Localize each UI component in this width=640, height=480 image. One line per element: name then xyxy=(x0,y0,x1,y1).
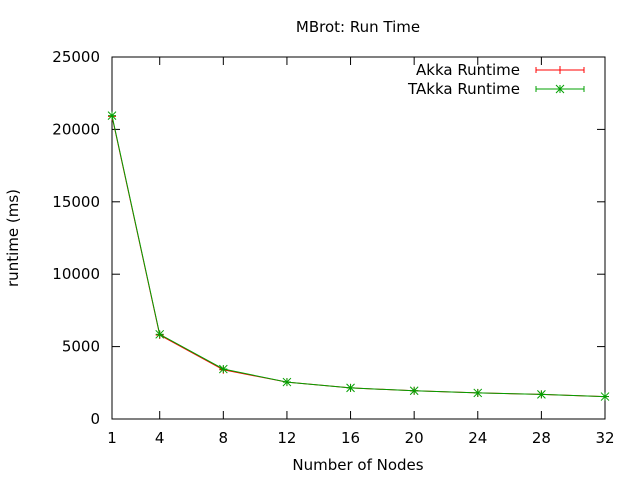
data-point xyxy=(473,388,483,398)
x-tick-label: 12 xyxy=(277,429,296,447)
y-tick-label: 20000 xyxy=(52,120,100,138)
x-tick-label: 8 xyxy=(219,429,229,447)
y-tick-label: 5000 xyxy=(62,338,100,356)
chart-title: MBrot: Run Time xyxy=(296,18,420,36)
x-tick-label: 28 xyxy=(532,429,551,447)
series-line xyxy=(111,115,606,398)
legend-label: TAkka Runtime xyxy=(407,80,520,98)
series-1 xyxy=(107,111,610,401)
series-layer xyxy=(107,111,610,401)
y-tick-label: 15000 xyxy=(52,193,100,211)
y-tick-label: 25000 xyxy=(52,48,100,66)
data-point xyxy=(282,377,292,387)
x-tick-label: 20 xyxy=(405,429,424,447)
legend-marker xyxy=(555,84,565,94)
legend-marker xyxy=(556,66,564,74)
data-point xyxy=(107,111,117,120)
x-tick-label: 32 xyxy=(595,429,614,447)
y-tick-label: 0 xyxy=(90,410,100,428)
x-axis-label: Number of Nodes xyxy=(292,456,423,474)
data-point xyxy=(346,383,355,393)
series-line xyxy=(111,116,606,398)
data-point xyxy=(600,392,610,401)
legend-label: Akka Runtime xyxy=(416,61,520,79)
data-point xyxy=(218,364,228,374)
x-tick-label: 24 xyxy=(468,429,487,447)
plot-frame xyxy=(111,56,606,420)
x-tick-label: 16 xyxy=(341,429,360,447)
data-point xyxy=(409,386,419,396)
x-tick-label: 1 xyxy=(107,429,117,447)
y-axis-label: runtime (ms) xyxy=(4,189,22,287)
data-point xyxy=(537,390,546,399)
axis-ticks: 1 4 8 12 16 20 24 28 32 0 5000 10000 15000 20000 25000 xyxy=(52,48,614,447)
y-tick-label: 10000 xyxy=(52,265,100,283)
x-tick-label: 4 xyxy=(155,429,165,447)
series-0 xyxy=(108,112,609,401)
data-point xyxy=(155,329,165,339)
